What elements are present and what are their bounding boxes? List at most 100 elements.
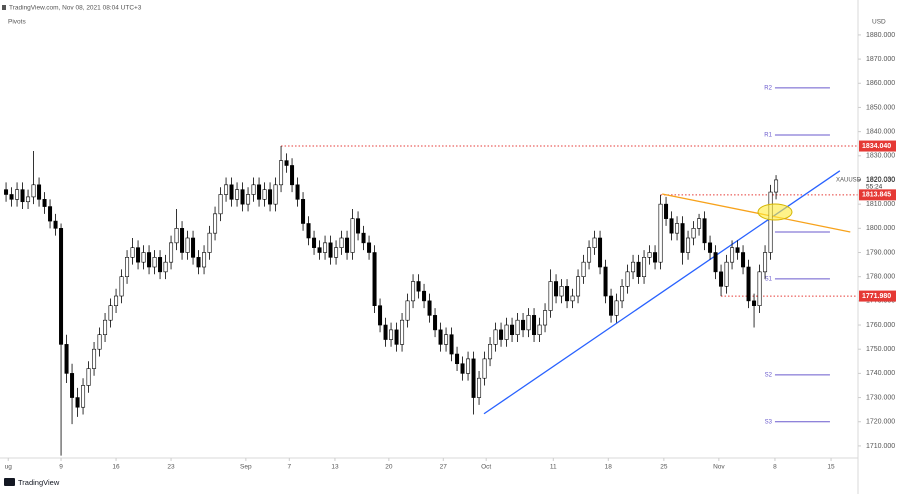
candle-body <box>147 252 152 268</box>
candle-body <box>350 218 355 253</box>
candle-body <box>378 305 383 326</box>
pivot-label: S3 <box>765 419 773 425</box>
candle-body <box>746 266 751 302</box>
highlight-ellipse <box>757 203 793 221</box>
x-tick-label: 15 <box>827 464 835 471</box>
candle-body <box>702 218 707 244</box>
candle-body <box>152 257 157 268</box>
candle-body <box>422 290 427 302</box>
candle-body <box>548 281 553 311</box>
y-tick-label: 1820.000 <box>866 177 895 184</box>
candle-body <box>713 252 718 273</box>
candle-body <box>163 261 168 273</box>
candle-body <box>669 218 674 234</box>
candle-body <box>103 319 108 336</box>
candle-body <box>37 184 42 200</box>
candle-body <box>620 286 625 302</box>
candle-body <box>774 179 779 193</box>
candle-body <box>290 165 295 186</box>
candle-body <box>273 184 278 205</box>
y-tick-label: 1740.000 <box>866 370 895 377</box>
candle-body <box>86 368 91 386</box>
candle-body <box>763 252 768 273</box>
x-tick-label: Nov <box>713 464 725 471</box>
level-label: 1834.040 <box>862 143 891 150</box>
y-tick-label: 1780.000 <box>866 274 895 281</box>
x-tick-label: 27 <box>440 464 448 471</box>
candle-body <box>317 247 322 253</box>
candle-body <box>268 189 273 205</box>
x-tick-label: 20 <box>385 464 393 471</box>
candle-body <box>26 196 31 203</box>
candle-body <box>768 191 773 253</box>
candle-body <box>235 189 240 200</box>
indicator-label: Pivots <box>8 19 26 26</box>
candle-body <box>59 228 64 345</box>
candle-body <box>312 237 317 248</box>
candle-body <box>411 281 416 302</box>
candle-body <box>625 271 630 287</box>
candle-body <box>433 315 438 331</box>
candle-body <box>339 237 344 248</box>
x-tick-label: 23 <box>167 464 175 471</box>
candle-body <box>576 276 581 297</box>
candle-body <box>64 344 69 374</box>
candle-body <box>383 324 388 340</box>
x-tick-label: 13 <box>331 464 339 471</box>
candle-body <box>499 329 504 340</box>
candle-body <box>416 281 421 292</box>
candle-body <box>741 252 746 268</box>
candle-body <box>735 247 740 253</box>
candle-body <box>15 189 20 200</box>
candle-body <box>306 223 311 239</box>
candle-body <box>664 203 669 219</box>
x-tick-label: 8 <box>773 464 777 471</box>
candle-body <box>647 252 652 258</box>
candle-body <box>477 377 482 398</box>
candle-body <box>229 184 234 200</box>
y-tick-label: 1750.000 <box>866 346 895 353</box>
level-label: 1771.980 <box>862 293 891 300</box>
candle-body <box>136 247 141 263</box>
candle-body <box>537 324 542 336</box>
candle-body <box>9 194 14 200</box>
candle-body <box>603 266 608 297</box>
candle-body <box>686 237 691 253</box>
candle-body <box>598 237 603 268</box>
candle-body <box>185 237 190 253</box>
candle-body <box>114 295 119 306</box>
x-tick-label: 18 <box>605 464 613 471</box>
countdown-label: 55:24 <box>866 184 883 191</box>
footer-logo <box>4 478 15 486</box>
candle-body <box>20 189 25 203</box>
x-tick-label: 11 <box>550 464 557 471</box>
candle-body <box>251 184 256 195</box>
candle-body <box>510 324 515 336</box>
candle-body <box>334 247 339 258</box>
candle-body <box>42 199 47 207</box>
x-tick-label: Sep <box>240 464 252 471</box>
candle-body <box>466 358 471 374</box>
candle-body <box>587 247 592 263</box>
candle-body <box>526 315 531 331</box>
candle-body <box>389 329 394 340</box>
candle-body <box>757 271 762 306</box>
candle-body <box>97 334 102 350</box>
x-tick-label: Oct <box>481 464 491 471</box>
candle-body <box>361 232 366 244</box>
candle-body <box>207 232 212 253</box>
y-tick-label: 1810.000 <box>866 201 895 208</box>
candle-body <box>482 358 487 379</box>
currency-label: USD <box>872 19 886 26</box>
candle-body <box>724 261 729 287</box>
candle-body <box>169 242 174 263</box>
candle-body <box>213 213 218 234</box>
x-tick-label: 16 <box>112 464 120 471</box>
footer-text: TradingView <box>18 478 60 487</box>
candle-body <box>92 348 97 369</box>
y-tick-label: 1860.000 <box>866 80 895 87</box>
y-tick-label: 1760.000 <box>866 322 895 329</box>
x-tick-label: 25 <box>660 464 668 471</box>
